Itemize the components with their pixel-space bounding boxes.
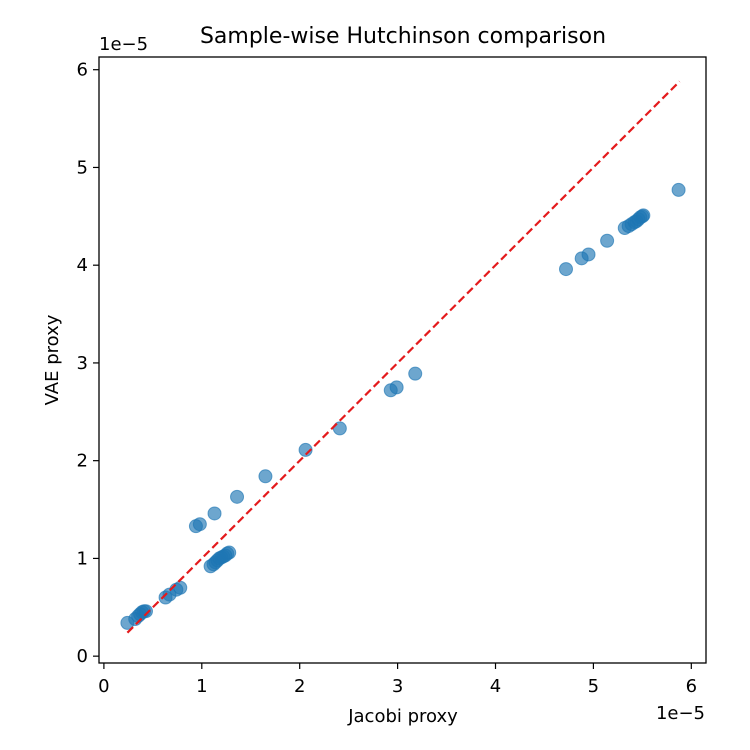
data-point bbox=[230, 489, 245, 504]
data-point bbox=[636, 208, 651, 223]
x-tick-label: 6 bbox=[686, 676, 697, 697]
data-point bbox=[138, 604, 153, 619]
x-axis-offset-text: 1e−5 bbox=[656, 703, 705, 724]
y-axis-label: VAE proxy bbox=[42, 314, 63, 405]
data-point bbox=[559, 262, 573, 277]
data-point bbox=[192, 517, 207, 532]
y-axis: 0 1 2 3 4 5 6 bbox=[77, 60, 99, 667]
plot-area bbox=[120, 80, 686, 634]
data-point bbox=[222, 545, 237, 560]
x-tick-label: 0 bbox=[98, 676, 109, 697]
chart-title: Sample-wise Hutchinson comparison bbox=[200, 24, 606, 49]
x-tick-label: 2 bbox=[294, 676, 305, 697]
x-tick-label: 3 bbox=[392, 676, 403, 697]
y-tick-label: 6 bbox=[77, 60, 88, 81]
data-point bbox=[258, 469, 273, 484]
data-point bbox=[389, 380, 404, 395]
data-point bbox=[207, 506, 222, 521]
plot-frame bbox=[98, 56, 707, 664]
y-tick-label: 3 bbox=[77, 353, 88, 374]
x-tick-label: 5 bbox=[588, 676, 599, 697]
y-tick-label: 2 bbox=[77, 451, 88, 472]
x-tick-label: 4 bbox=[490, 676, 501, 697]
y-axis-offset-text: 1e−5 bbox=[99, 34, 148, 55]
data-point bbox=[298, 442, 313, 457]
data-point bbox=[173, 580, 188, 595]
reference-line bbox=[126, 80, 681, 634]
y-tick-label: 0 bbox=[77, 646, 88, 667]
data-point bbox=[600, 233, 615, 248]
x-axis-label: Jacobi proxy bbox=[347, 706, 458, 727]
data-point bbox=[581, 247, 596, 262]
x-axis: 0 1 2 3 4 5 6 bbox=[98, 663, 697, 697]
y-tick-label: 5 bbox=[77, 157, 88, 178]
x-tick-label: 1 bbox=[196, 676, 207, 697]
data-point bbox=[671, 182, 686, 197]
y-tick-label: 1 bbox=[77, 548, 88, 569]
data-point bbox=[408, 366, 423, 381]
y-tick-label: 4 bbox=[77, 255, 88, 276]
marks-layer bbox=[120, 80, 686, 634]
